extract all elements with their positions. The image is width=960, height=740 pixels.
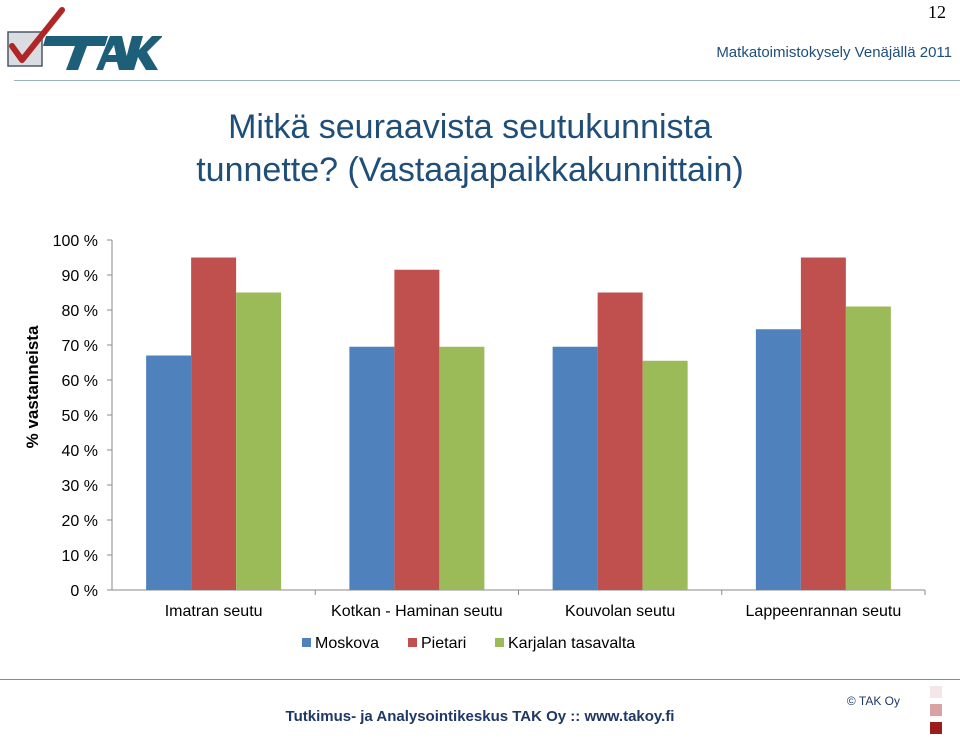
y-tick-label: 40 %	[62, 443, 98, 460]
y-tick-label: 0 %	[70, 583, 98, 600]
slide-title-line-1: Mitkä seuraavista seutukunnista	[228, 108, 712, 146]
legend-swatch	[302, 638, 311, 647]
bar	[597, 292, 643, 590]
y-tick-label: 30 %	[62, 478, 98, 495]
bar	[236, 292, 282, 590]
legend-label: Karjalan tasavalta	[508, 635, 635, 652]
bar	[439, 346, 485, 590]
y-axis-title: % vastanneista	[23, 325, 42, 448]
bar	[349, 346, 395, 590]
y-tick-label: 100 %	[53, 233, 98, 250]
y-tick-label: 20 %	[62, 513, 98, 530]
x-category-label: Kotkan - Haminan seutu	[331, 603, 503, 620]
bar	[552, 346, 598, 590]
y-tick-label: 80 %	[62, 303, 98, 320]
bar	[755, 329, 801, 590]
bar	[642, 360, 688, 590]
x-category-label: Lappeenrannan seutu	[746, 603, 902, 620]
header-divider	[14, 80, 960, 81]
copyright: © TAK Oy	[846, 694, 900, 708]
bar	[845, 306, 891, 590]
x-category-label: Kouvolan seutu	[565, 603, 675, 620]
legend-label: Pietari	[421, 635, 466, 652]
footer-divider	[0, 679, 960, 680]
y-tick-label: 90 %	[62, 268, 98, 285]
decorative-square-light	[930, 686, 942, 698]
y-tick-label: 70 %	[62, 338, 98, 355]
page-number: 12	[928, 2, 946, 22]
x-category-label: Imatran seutu	[165, 603, 263, 620]
decorative-square-dark	[930, 722, 942, 734]
bar	[394, 269, 440, 590]
bar	[800, 257, 846, 590]
legend-label: Moskova	[315, 635, 379, 652]
tak-logo	[7, 7, 162, 70]
y-tick-label: 10 %	[62, 548, 98, 565]
legend-swatch	[495, 638, 504, 647]
y-tick-label: 60 %	[62, 373, 98, 390]
footer-text: Tutkimus- ja Analysointikeskus TAK Oy ::…	[285, 708, 675, 725]
slide-title-line-2: tunnette? (Vastaajapaikkakunnittain)	[196, 151, 744, 189]
decorative-square-medium	[930, 704, 942, 716]
y-tick-label: 50 %	[62, 408, 98, 425]
legend-swatch	[408, 638, 417, 647]
slide-title: Mitkä seuraavista seutukunnista tunnette…	[120, 106, 820, 192]
bar-chart: 0 % 10 % 20 % 30 % 40 % 50 % 60 % 70 % 80 % 90 % 1…	[23, 233, 926, 652]
bar	[191, 257, 237, 590]
bar	[146, 355, 192, 590]
header-title: Matkatoimistokysely Venäjällä 2011	[716, 44, 952, 61]
